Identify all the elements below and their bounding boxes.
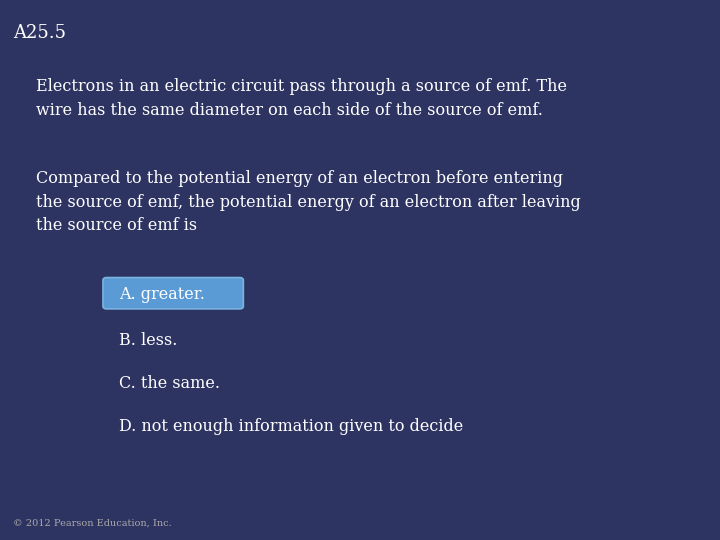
- Text: A. greater.: A. greater.: [119, 286, 204, 303]
- Text: © 2012 Pearson Education, Inc.: © 2012 Pearson Education, Inc.: [13, 519, 171, 528]
- Text: A25.5: A25.5: [13, 24, 66, 42]
- Text: C. the same.: C. the same.: [119, 375, 220, 392]
- Text: B. less.: B. less.: [119, 332, 177, 349]
- FancyBboxPatch shape: [103, 278, 243, 309]
- Text: Compared to the potential energy of an electron before entering
the source of em: Compared to the potential energy of an e…: [36, 170, 581, 234]
- Text: Electrons in an electric circuit pass through a source of emf. The
wire has the : Electrons in an electric circuit pass th…: [36, 78, 567, 119]
- Text: D. not enough information given to decide: D. not enough information given to decid…: [119, 418, 463, 435]
